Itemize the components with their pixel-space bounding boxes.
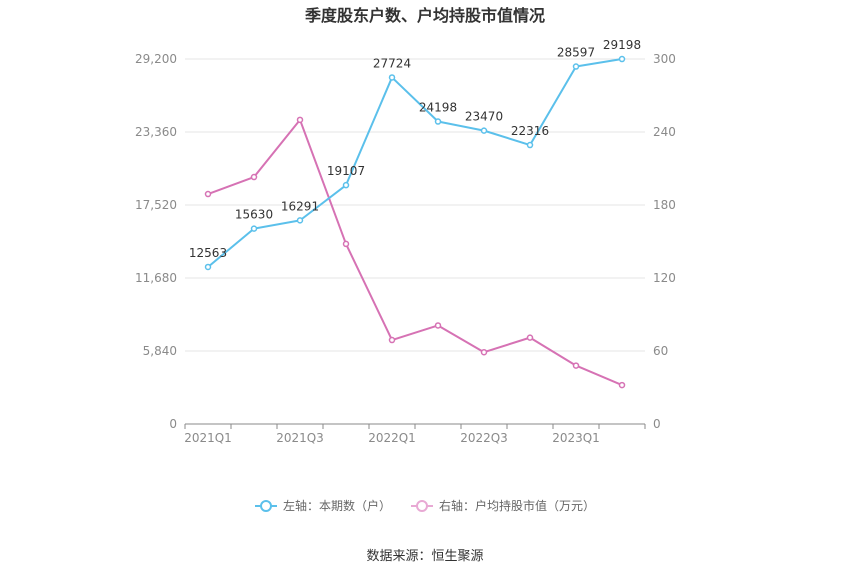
y-right-tick-label: 240 (653, 125, 676, 139)
avg-value-data-point (572, 362, 580, 369)
x-tick-label: 2021Q1 (184, 431, 232, 445)
legend-households-marker-icon (254, 499, 277, 512)
legend-item-households[interactable]: 左轴：本期数（户） (254, 497, 391, 514)
households-data-point (342, 181, 350, 189)
households-data-label: 27724 (373, 56, 411, 70)
avg-value-data-point (204, 190, 212, 198)
households-data-label: 22316 (511, 124, 549, 138)
data-source: 数据来源：恒生聚源 (366, 549, 484, 564)
y-left-tick-label: 11,680 (135, 271, 177, 285)
households-data-label: 12563 (189, 246, 227, 260)
y-left-tick-label: 17,520 (135, 198, 177, 212)
avg-value-data-point (250, 173, 258, 181)
households-data-point (480, 127, 488, 134)
avg-value-data-point (526, 334, 534, 341)
legend-avg-value-label: 右轴：户均持股市值（万元） (439, 499, 596, 513)
households-data-point (434, 118, 442, 125)
avg-value-data-point (342, 240, 350, 248)
y-left-tick-label: 23,360 (135, 125, 177, 139)
y-right-tick-label: 180 (653, 198, 676, 212)
y-left-tick-label: 5,840 (143, 344, 177, 358)
households-data-label: 15630 (235, 208, 273, 222)
households-data-point (204, 263, 212, 271)
x-tick-label: 2022Q3 (460, 431, 508, 445)
households-data-point (388, 74, 396, 81)
avg-value-data-point (480, 348, 488, 356)
households-data-label: 16291 (281, 199, 319, 213)
chart-title: 季度股东户数、户均持股市值情况 (304, 6, 545, 25)
legend: 左轴：本期数（户） 右轴：户均持股市值（万元） (0, 497, 850, 514)
households-data-label: 28597 (557, 46, 595, 60)
households-data-label: 24198 (419, 101, 457, 115)
households-data-label: 19107 (327, 164, 365, 178)
y-right-tick-label: 60 (653, 344, 668, 358)
households-data-point (296, 217, 304, 224)
households-data-label: 29198 (603, 38, 641, 52)
y-left-tick-label: 0 (169, 417, 177, 431)
legend-item-avg-value[interactable]: 右轴：户均持股市值（万元） (411, 497, 595, 514)
y-right-tick-label: 0 (653, 417, 661, 431)
x-tick-label: 2022Q1 (368, 431, 416, 445)
avg-value-data-point (296, 116, 304, 124)
households-data-point (572, 63, 580, 70)
households-data-point (618, 55, 626, 63)
households-data-point (250, 225, 258, 232)
avg-value-data-point (434, 322, 442, 329)
legend-avg-value-marker-icon (411, 499, 433, 512)
avg-value-data-point (388, 336, 396, 344)
avg-value-series-line (207, 118, 623, 386)
avg-value-data-point (618, 381, 626, 389)
y-right-tick-label: 120 (653, 271, 676, 285)
households-data-label: 23470 (465, 110, 503, 124)
y-left-tick-label: 29,200 (135, 52, 177, 66)
households-data-point (526, 141, 534, 149)
x-tick-label: 2021Q3 (276, 431, 324, 445)
y-right-tick-label: 300 (653, 52, 676, 66)
x-tick-label: 2023Q1 (552, 431, 600, 445)
households-series-line (207, 58, 623, 268)
legend-households-label: 左轴：本期数（户） (282, 499, 391, 513)
